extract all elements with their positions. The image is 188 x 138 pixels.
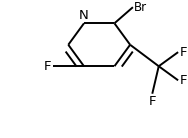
Text: N: N	[79, 9, 89, 22]
Text: Br: Br	[134, 1, 147, 14]
Text: F: F	[179, 74, 187, 87]
Text: F: F	[44, 60, 51, 73]
Text: F: F	[149, 95, 156, 108]
Text: F: F	[179, 46, 187, 59]
